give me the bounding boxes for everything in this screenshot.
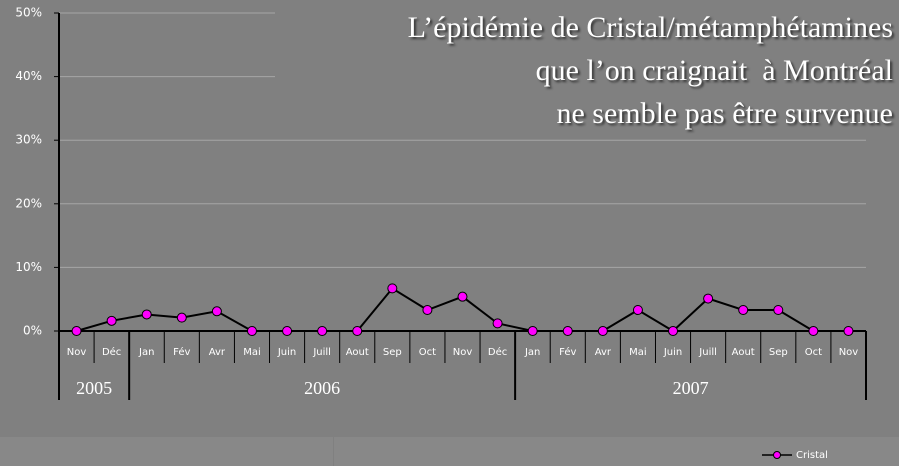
- data-point: [282, 326, 293, 336]
- chart-title: L’épidémie de Cristal/métamphétamines: [408, 11, 893, 44]
- x-group-label: 2005: [76, 378, 112, 398]
- chart-title: ne semble pas être survenue: [556, 97, 893, 130]
- x-tick-label: Jan: [138, 347, 154, 358]
- chart-title: que l’on craignait à Montréal: [536, 54, 893, 87]
- x-tick-label: Mai: [243, 347, 261, 358]
- data-point: [668, 326, 679, 336]
- title-backdrop: [275, 0, 899, 128]
- data-point: [703, 293, 714, 304]
- x-tick-label: Fév: [559, 346, 576, 358]
- x-tick-label: Fév: [173, 346, 190, 358]
- x-tick-label: Juill: [312, 347, 331, 358]
- data-point: [773, 305, 784, 316]
- data-point: [808, 326, 819, 336]
- y-tick-label: 10%: [15, 260, 42, 274]
- x-tick-label: Sep: [383, 347, 402, 358]
- x-tick-label: Oct: [419, 347, 436, 358]
- x-tick-label: Juin: [663, 347, 682, 358]
- data-point: [246, 326, 257, 336]
- data-point: [211, 306, 222, 317]
- x-tick-label: Sep: [769, 347, 788, 358]
- data-point: [71, 326, 82, 336]
- x-tick-label: Avr: [209, 347, 226, 358]
- data-point: [457, 291, 468, 302]
- x-tick-label: Déc: [488, 346, 507, 358]
- data-point: [738, 305, 749, 316]
- data-point: [176, 312, 187, 323]
- x-group-label: 2007: [673, 378, 709, 398]
- footer-left: [0, 437, 333, 466]
- y-tick-label: 50%: [15, 6, 42, 20]
- y-tick-label: 40%: [15, 69, 42, 83]
- y-tick-label: 0%: [23, 324, 42, 338]
- x-tick-label: Nov: [67, 347, 87, 358]
- x-tick-label: Avr: [595, 347, 612, 358]
- data-point: [352, 326, 363, 336]
- x-tick-label: Oct: [805, 347, 822, 358]
- y-tick-label: 30%: [15, 133, 42, 147]
- x-tick-label: Mai: [629, 347, 647, 358]
- data-point: [387, 283, 398, 294]
- legend-label: Cristal: [796, 450, 828, 461]
- y-tick-label: 20%: [15, 196, 42, 210]
- x-tick-label: Aout: [732, 347, 755, 358]
- x-tick-label: Nov: [839, 347, 859, 358]
- data-point: [317, 326, 328, 336]
- data-point: [562, 326, 573, 336]
- data-point: [632, 305, 643, 316]
- x-tick-label: Juin: [277, 347, 296, 358]
- data-point: [492, 318, 503, 329]
- data-point: [422, 305, 433, 316]
- x-tick-label: Nov: [453, 347, 473, 358]
- footer-right: [334, 437, 899, 466]
- legend-marker: [773, 451, 781, 459]
- data-point: [527, 326, 538, 336]
- x-tick-label: Aout: [346, 347, 369, 358]
- x-tick-label: Juill: [698, 347, 717, 358]
- x-tick-label: Jan: [524, 347, 540, 358]
- data-point: [141, 309, 152, 320]
- data-point: [106, 315, 117, 326]
- data-point: [597, 326, 608, 336]
- x-tick-label: Déc: [102, 346, 121, 358]
- x-group-label: 2006: [304, 378, 340, 398]
- data-point: [843, 326, 854, 336]
